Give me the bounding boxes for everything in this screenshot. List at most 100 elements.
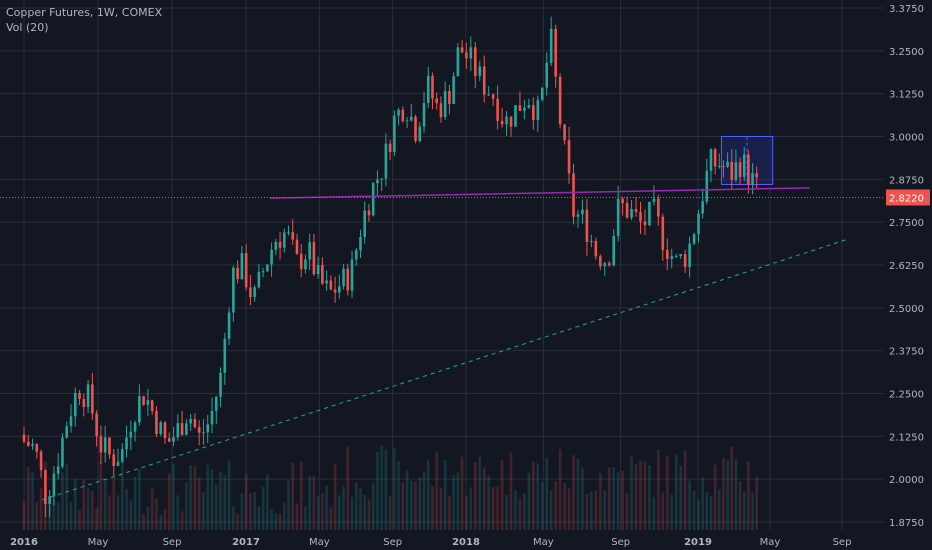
volume-bar	[69, 502, 73, 530]
volume-bar	[418, 477, 422, 530]
volume-bar	[73, 479, 77, 530]
volume-bar	[505, 494, 508, 530]
volume-bar	[576, 458, 580, 530]
x-tick-label: May	[533, 537, 554, 548]
volume-bar	[527, 472, 531, 530]
candle-body	[270, 249, 273, 265]
candle-body	[726, 161, 729, 167]
candle-body	[244, 253, 248, 288]
volume-bar	[376, 451, 379, 530]
candle-body	[563, 124, 566, 141]
candle-body	[639, 211, 642, 222]
candle-body	[167, 438, 171, 442]
x-tick-label: May	[760, 537, 781, 548]
volume-bar	[738, 481, 742, 530]
volume-bar	[129, 500, 133, 530]
candle-body	[487, 94, 490, 96]
volume-bar	[751, 492, 754, 530]
volume-bar	[236, 513, 239, 530]
volume-bar	[214, 484, 218, 530]
volume-bar	[722, 458, 725, 530]
candle-body	[278, 241, 282, 248]
candle-body	[448, 91, 451, 105]
horizontal-purple-line	[269, 187, 810, 199]
volume-bar	[22, 501, 26, 530]
candle-body	[549, 28, 553, 63]
candle-body	[705, 170, 709, 202]
volume-bar	[500, 460, 504, 530]
x-tick-label: Sep	[163, 537, 182, 548]
candle-body	[625, 203, 629, 218]
last-price-badge	[886, 189, 930, 206]
candle-body	[670, 256, 674, 260]
volume-bar	[65, 464, 69, 530]
volume-bar	[414, 481, 417, 530]
volume-bar	[639, 460, 642, 530]
candle-body	[155, 411, 158, 435]
drawings[interactable]	[0, 187, 884, 501]
y-tick-label: 2.3750	[889, 347, 924, 358]
candle-body	[52, 473, 56, 497]
volume-bar	[142, 513, 145, 530]
x-tick-label: 2016	[10, 537, 38, 548]
volume-bar	[159, 514, 163, 530]
candle-body	[431, 75, 434, 99]
y-tick-label: 2.0000	[889, 475, 924, 486]
candle-body	[713, 149, 717, 167]
candle-body	[112, 454, 116, 466]
candle-body	[48, 496, 51, 505]
volume-bar	[612, 466, 616, 530]
volume-bar	[487, 475, 490, 530]
volume-bar	[709, 496, 713, 530]
symbol-title[interactable]: Copper Futures, 1W, COMEX	[6, 6, 163, 19]
candle-body	[22, 434, 26, 442]
volume-bar	[652, 496, 656, 530]
candle-body	[308, 242, 311, 260]
y-tick-label: 2.2500	[889, 390, 924, 401]
candle-body	[338, 286, 341, 293]
candle-body	[304, 259, 307, 270]
y-tick-label: 2.8750	[889, 175, 924, 186]
volume-bar	[448, 496, 451, 530]
candle-body	[630, 208, 633, 218]
y-tick-label: 1.8750	[889, 518, 924, 529]
volume-bar	[405, 470, 409, 530]
volume-bar	[189, 465, 192, 530]
candle-body	[590, 240, 593, 243]
candle-body	[103, 437, 107, 453]
candle-body	[193, 419, 197, 428]
last-price-label: 2.8220	[889, 193, 924, 204]
candle-body	[197, 427, 201, 433]
volume-bar	[688, 480, 691, 530]
volume-bar	[287, 480, 290, 530]
candle-body	[393, 115, 396, 152]
candle-body	[249, 287, 252, 298]
volume-bar	[108, 495, 111, 530]
candle-body	[576, 214, 580, 217]
candle-body	[657, 198, 660, 217]
volume-bar	[333, 464, 337, 530]
grid	[0, 0, 884, 530]
volume-bar	[545, 457, 549, 530]
candle-body	[679, 254, 682, 257]
volume-bar	[120, 460, 124, 530]
volume-bar	[48, 504, 51, 530]
volume-bar	[625, 493, 629, 530]
candle-body	[176, 423, 180, 438]
candle-body	[523, 107, 526, 111]
candle-body	[274, 241, 278, 250]
volume-bar	[185, 481, 188, 530]
volume-bar	[91, 490, 94, 530]
volume-bar	[665, 455, 669, 530]
candle-body	[82, 398, 86, 408]
candle-body	[120, 449, 124, 462]
candle-body	[585, 209, 589, 243]
volume-bar	[518, 498, 522, 530]
volume-bar	[726, 459, 729, 530]
volume-bar	[227, 460, 231, 530]
volume-indicator-label[interactable]: Vol (20)	[6, 21, 49, 34]
candle-body	[138, 396, 141, 423]
x-tick-label: May	[88, 537, 109, 548]
candle-body	[465, 52, 468, 59]
